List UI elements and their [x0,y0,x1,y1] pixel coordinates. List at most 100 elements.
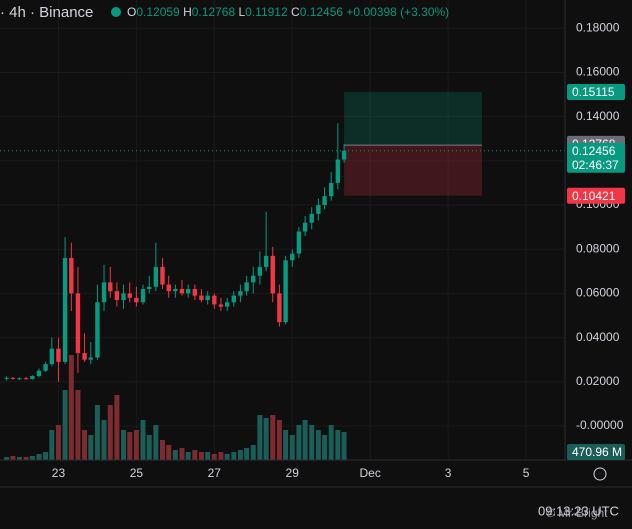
candle-body [166,284,171,292]
volume-bar [302,420,308,460]
clock: 09:13:23 UTC [538,503,619,518]
volume-bar [114,395,120,460]
settings-icon[interactable] [593,467,607,481]
candle-body [283,260,288,323]
volume-bar [88,435,94,460]
volume-bar [296,425,302,460]
candle-body [147,286,152,289]
volume-bar [211,453,217,460]
candle-body [43,364,48,371]
x-tick-label: 5 [523,466,530,480]
volume-bar [101,420,107,460]
candle-body [95,302,100,358]
legend-key: O [127,5,136,19]
volume-bar [289,435,295,460]
target-label-bg [567,84,625,101]
candle-body [114,291,120,301]
x-tick-label: 25 [130,466,144,480]
y-tick-label: 0.14000 [576,109,620,123]
candle-body [69,258,74,294]
volume-bar [218,452,224,460]
y-tick-label: 0.04000 [576,330,620,344]
volume-bar [133,430,139,460]
candle-body [153,266,159,287]
candle-body [309,213,314,223]
symbol-title: · 4h · Binance [0,4,93,21]
volume-bar [341,431,347,460]
volume-bar [283,430,289,460]
volume-bar [29,456,35,460]
legend-value: 0.12059 [136,5,180,19]
target-label: 0.15115 [572,85,615,99]
candle-body [199,295,204,301]
volume-bar [127,432,133,460]
x-tick-label: Dec [360,466,381,480]
candle-body [212,295,217,305]
volume-bar [107,405,113,460]
legend-value: 0.12768 [192,5,236,19]
stop-label-bg [567,187,625,204]
volume-bar [328,425,334,460]
volume-bar [198,452,204,460]
status-dot [111,7,121,17]
candle-body [4,377,9,379]
volume-layer [4,355,347,460]
volume-bar [75,390,81,460]
candle-body [23,378,29,380]
volume-bar [82,430,88,460]
candle-body [127,293,132,298]
candle-body [82,353,87,360]
candle-body [231,295,236,303]
volume-bar [153,425,159,460]
volume-bar [205,452,211,460]
volume-bar [16,457,22,460]
volume-bar [159,440,165,460]
candle-body [302,222,308,232]
volume-bar [36,454,42,460]
candle-body [251,275,256,283]
candle-body [108,282,113,292]
volume-bar [172,450,178,460]
candle-body [263,255,269,267]
candle-body [257,266,263,276]
volume-bar [62,390,68,460]
stop-zone [344,145,483,196]
volume-bar [68,355,74,460]
candle-body [62,258,68,362]
legend-key: L [238,5,245,19]
volume-bar [276,420,282,460]
y-tick-label: 0.02000 [576,374,620,388]
candle-body [173,288,178,292]
y-tick-label: -0.00000 [576,418,624,432]
x-tick-label: 27 [208,466,222,480]
candle-body [10,377,16,379]
candle-body [205,295,210,301]
volume-bar [257,415,263,460]
legend-key: C [291,5,300,19]
volume-bar [231,452,237,460]
volume-bar [55,425,61,460]
volume-bar [49,430,55,460]
candle-body [322,196,327,206]
change: +0.00398 [346,5,397,19]
volume-bar [10,456,16,460]
candle-body [88,357,93,360]
volume-bar [23,457,29,460]
y-tick-label: 0.06000 [576,286,620,300]
volume-bar [146,435,152,460]
y-tick-label: 0.08000 [576,241,620,255]
y-tick-label: 0.16000 [576,65,620,79]
volume-bar [179,447,185,460]
candle-body [30,376,35,379]
candle-body [224,302,230,307]
candle-body [56,348,61,362]
legend-value: 0.11912 [245,5,288,19]
candle-body [101,282,107,303]
volume-bar [192,450,198,460]
candle-body [270,255,275,294]
volume-bar [250,445,256,460]
candle-body [238,291,243,296]
watermark: © Mr-Bright [546,506,608,520]
candle-body [290,253,295,261]
